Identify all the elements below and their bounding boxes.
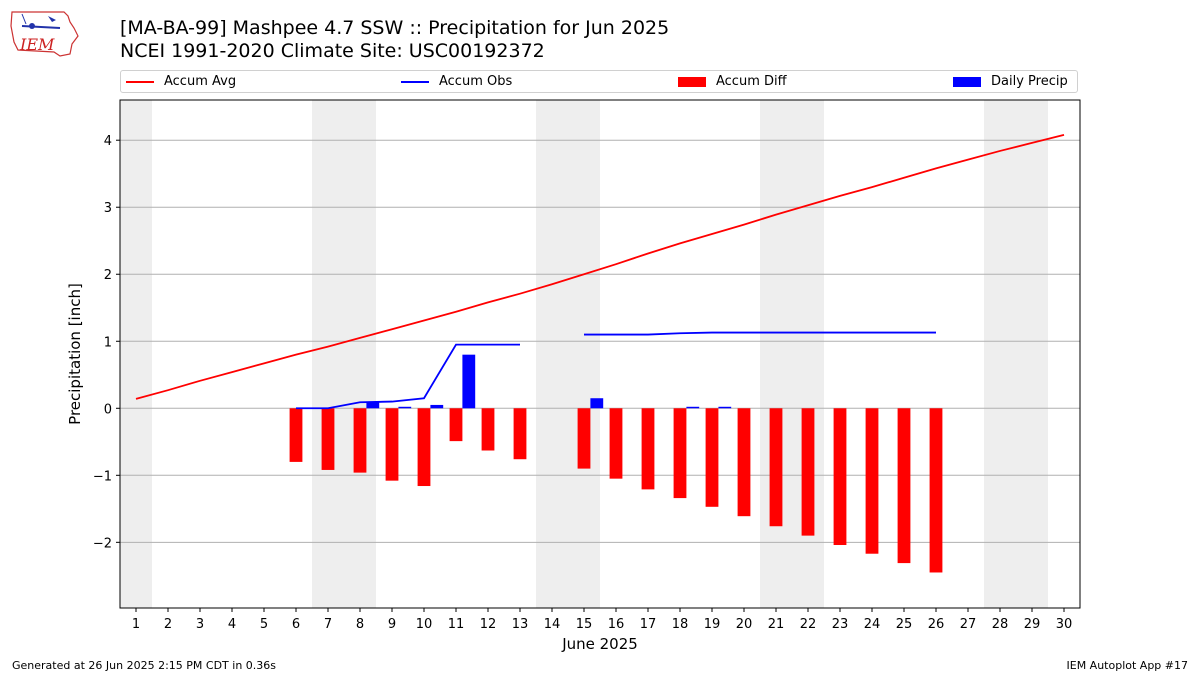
- x-tick-label-1: 1: [132, 617, 140, 632]
- daily-precip-bar-day-10: [430, 404, 444, 409]
- footer-app: IEM Autoplot App #17: [1066, 659, 1189, 672]
- y-axis-title: Precipitation [inch]: [66, 283, 84, 425]
- accum-diff-bar-day-26: [929, 408, 943, 573]
- chart-subtitle: NCEI 1991-2020 Climate Site: USC00192372: [120, 40, 545, 62]
- y-tick-label--2: −2: [93, 536, 112, 551]
- accum-diff-bar-day-23: [833, 408, 847, 546]
- daily-precip-bar-day-9: [398, 406, 412, 409]
- weekend-shade-day-14: [536, 100, 568, 608]
- legend-label-daily-precip: Daily Precip: [991, 74, 1068, 89]
- legend-label-accum-avg: Accum Avg: [164, 74, 237, 89]
- accum-obs-line-segment-1: [296, 343, 520, 410]
- daily-precip-bar-day-11: [462, 354, 476, 409]
- x-tick-label-24: 24: [864, 617, 881, 632]
- y-tick-label--1: −1: [93, 469, 112, 484]
- plot-frame: [119, 99, 1081, 609]
- y-tick-label-2: 2: [104, 268, 112, 283]
- y-tick-label-4: 4: [104, 134, 112, 149]
- x-tick-label-3: 3: [196, 617, 204, 632]
- x-tick-label-25: 25: [896, 617, 913, 632]
- x-tick-label-6: 6: [292, 617, 300, 632]
- x-tick-label-8: 8: [356, 617, 364, 632]
- weekend-shade-day-8: [344, 100, 376, 608]
- accum-diff-bar-day-16: [609, 408, 623, 479]
- x-tick-label-9: 9: [388, 617, 396, 632]
- x-tick-label-21: 21: [768, 617, 785, 632]
- accum-diff-bar-day-17: [641, 408, 655, 490]
- accum-diff-bar-day-8: [353, 408, 367, 473]
- iem-logo: IEM: [10, 11, 79, 57]
- weekend-shade-day-28: [984, 100, 1016, 608]
- accum-diff-bar-day-25: [897, 408, 911, 564]
- x-tick-label-30: 30: [1056, 617, 1073, 632]
- x-tick-label-22: 22: [800, 617, 817, 632]
- legend-swatch-accum-obs: [401, 80, 429, 83]
- legend: Accum Avg Accum Obs Accum Diff Daily Pre…: [120, 70, 1078, 93]
- weekend-shade-day-1: [120, 100, 152, 608]
- x-axis-title: June 2025: [561, 635, 638, 653]
- x-tick-label-5: 5: [260, 617, 268, 632]
- accum-diff-bar-day-15: [577, 408, 591, 469]
- x-tick-label-4: 4: [228, 617, 236, 632]
- legend-swatch-accum-diff: [678, 76, 706, 87]
- accum-diff-bar-day-10: [417, 408, 431, 487]
- x-tick-label-7: 7: [324, 617, 332, 632]
- x-tick-label-12: 12: [480, 617, 497, 632]
- accum-diff-bar-day-24: [865, 408, 879, 554]
- legend-item-daily-precip: Daily Precip: [953, 71, 1068, 92]
- accum-obs-line-segment-2: [584, 331, 936, 336]
- accum-diff-bar-day-13: [513, 408, 527, 460]
- x-tick-label-26: 26: [928, 617, 945, 632]
- weekend-shade-day-15: [568, 100, 600, 608]
- legend-item-accum-avg: Accum Avg: [126, 71, 236, 92]
- x-tick-label-10: 10: [416, 617, 433, 632]
- x-tick-label-15: 15: [576, 617, 593, 632]
- x-tick-label-19: 19: [704, 617, 721, 632]
- daily-precip-bar-day-18: [686, 406, 700, 409]
- accum-diff-bar-day-6: [289, 408, 303, 462]
- accum-diff-bar-day-19: [705, 408, 719, 507]
- logo-text: IEM: [19, 35, 55, 54]
- y-tick-label-3: 3: [104, 201, 112, 216]
- x-tick-label-14: 14: [544, 617, 561, 632]
- accum-diff-bar-day-12: [481, 408, 495, 451]
- x-tick-label-17: 17: [640, 617, 657, 632]
- accum-avg-line: [135, 133, 1065, 400]
- x-tick-label-20: 20: [736, 617, 753, 632]
- x-tick-label-13: 13: [512, 617, 529, 632]
- x-tick-label-16: 16: [608, 617, 625, 632]
- daily-precip-bar-day-15: [590, 398, 604, 409]
- legend-label-accum-obs: Accum Obs: [439, 74, 513, 89]
- footer-generated: Generated at 26 Jun 2025 2:15 PM CDT in …: [12, 659, 277, 672]
- x-tick-label-18: 18: [672, 617, 689, 632]
- accum-diff-bar-day-22: [801, 408, 815, 536]
- daily-precip-bar-day-19: [718, 406, 732, 409]
- accum-diff-bar-day-7: [321, 408, 335, 470]
- weekend-shade-day-21: [760, 100, 792, 608]
- accum-diff-bar-day-21: [769, 408, 783, 527]
- y-tick-label-0: 0: [104, 402, 112, 417]
- accum-diff-bar-day-18: [673, 408, 687, 499]
- legend-label-accum-diff: Accum Diff: [716, 74, 787, 89]
- accum-diff-bar-day-11: [449, 408, 463, 442]
- y-tick-label-1: 1: [104, 335, 112, 350]
- x-tick-label-2: 2: [164, 617, 172, 632]
- legend-item-accum-obs: Accum Obs: [401, 71, 512, 92]
- legend-swatch-accum-avg: [126, 80, 154, 83]
- legend-swatch-daily-precip: [953, 76, 981, 87]
- accum-diff-bar-day-20: [737, 408, 751, 517]
- x-tick-label-27: 27: [960, 617, 977, 632]
- legend-item-accum-diff: Accum Diff: [678, 71, 787, 92]
- weekend-shade-day-7: [312, 100, 344, 608]
- chart-title: [MA-BA-99] Mashpee 4.7 SSW :: Precipitat…: [120, 17, 670, 39]
- x-tick-label-28: 28: [992, 617, 1009, 632]
- x-tick-label-23: 23: [832, 617, 849, 632]
- weekend-shade-day-29: [1016, 100, 1048, 608]
- x-tick-label-29: 29: [1024, 617, 1041, 632]
- accum-diff-bar-day-9: [385, 408, 399, 481]
- daily-precip-bar-day-8: [366, 402, 380, 409]
- x-tick-label-11: 11: [448, 617, 465, 632]
